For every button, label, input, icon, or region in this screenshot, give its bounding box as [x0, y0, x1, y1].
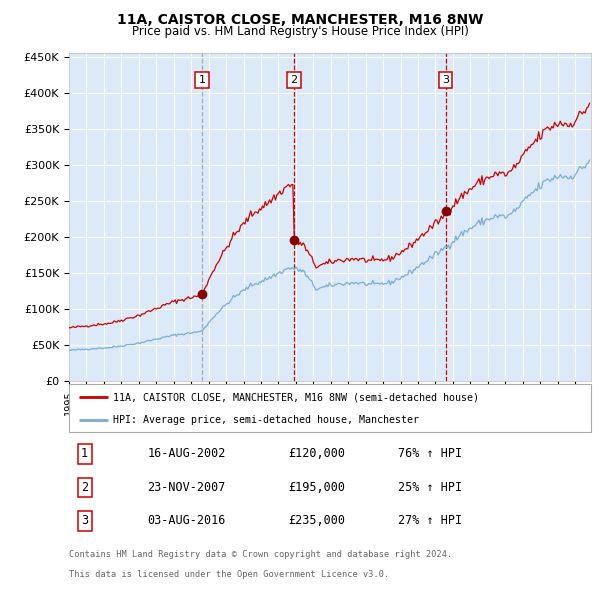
- Text: 23-NOV-2007: 23-NOV-2007: [148, 481, 226, 494]
- Text: £195,000: £195,000: [288, 481, 345, 494]
- Text: Price paid vs. HM Land Registry's House Price Index (HPI): Price paid vs. HM Land Registry's House …: [131, 25, 469, 38]
- Text: 3: 3: [442, 75, 449, 85]
- Text: 16-AUG-2002: 16-AUG-2002: [148, 447, 226, 460]
- Text: 27% ↑ HPI: 27% ↑ HPI: [398, 514, 462, 527]
- Text: 3: 3: [81, 514, 88, 527]
- Text: £120,000: £120,000: [288, 447, 345, 460]
- Text: 1: 1: [81, 447, 88, 460]
- Text: 03-AUG-2016: 03-AUG-2016: [148, 514, 226, 527]
- Text: 25% ↑ HPI: 25% ↑ HPI: [398, 481, 462, 494]
- Text: 11A, CAISTOR CLOSE, MANCHESTER, M16 8NW: 11A, CAISTOR CLOSE, MANCHESTER, M16 8NW: [117, 13, 483, 27]
- Text: 76% ↑ HPI: 76% ↑ HPI: [398, 447, 462, 460]
- Text: Contains HM Land Registry data © Crown copyright and database right 2024.: Contains HM Land Registry data © Crown c…: [69, 550, 452, 559]
- Text: £235,000: £235,000: [288, 514, 345, 527]
- Text: 11A, CAISTOR CLOSE, MANCHESTER, M16 8NW (semi-detached house): 11A, CAISTOR CLOSE, MANCHESTER, M16 8NW …: [113, 392, 479, 402]
- Text: 1: 1: [199, 75, 205, 85]
- Text: HPI: Average price, semi-detached house, Manchester: HPI: Average price, semi-detached house,…: [113, 415, 419, 425]
- Text: 2: 2: [81, 481, 88, 494]
- Text: 2: 2: [290, 75, 298, 85]
- Text: This data is licensed under the Open Government Licence v3.0.: This data is licensed under the Open Gov…: [69, 571, 389, 579]
